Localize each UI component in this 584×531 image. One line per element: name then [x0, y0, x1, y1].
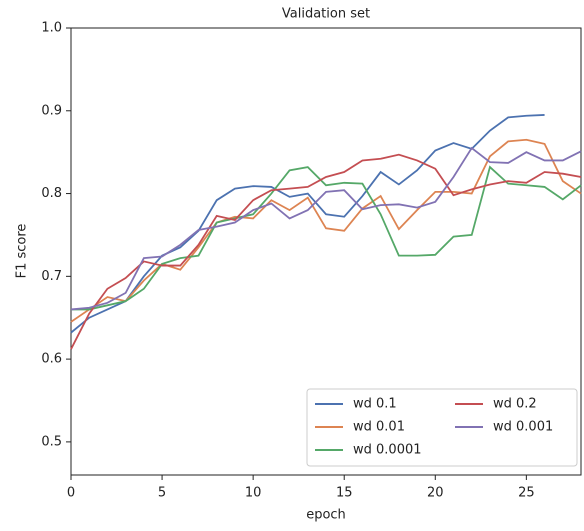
- x-tick-label: 0: [67, 486, 75, 501]
- y-tick-label: 0.7: [41, 269, 62, 284]
- legend-label: wd 0.01: [353, 420, 405, 435]
- line-series: [71, 165, 582, 311]
- x-tick-label: 15: [336, 486, 353, 501]
- plot-frame: [70, 27, 582, 476]
- x-axis-label: epoch: [306, 508, 346, 523]
- legend-label: wd 0.0001: [353, 443, 422, 458]
- legend-box: [306, 388, 578, 467]
- y-tick-label: 0.8: [41, 186, 62, 201]
- x-tick-label: 5: [158, 486, 166, 501]
- legend-label: wd 0.1: [353, 397, 397, 412]
- y-tick-label: 0.5: [41, 434, 62, 449]
- y-axis-label: F1 score: [15, 224, 30, 279]
- x-tick-label: 20: [427, 486, 444, 501]
- x-tick-label: 10: [245, 486, 262, 501]
- line-series: [70, 153, 582, 350]
- line-series: [70, 114, 545, 334]
- y-tick-label: 0.6: [41, 352, 62, 367]
- chart-title: Validation set: [282, 7, 370, 22]
- legend-label: wd 0.001: [493, 420, 553, 435]
- y-tick-label: 1.0: [41, 21, 62, 36]
- x-tick-label: 25: [518, 486, 535, 501]
- line-series: [70, 146, 582, 311]
- line-series: [70, 138, 582, 323]
- legend-label: wd 0.2: [493, 397, 537, 412]
- y-tick-label: 0.9: [41, 103, 62, 118]
